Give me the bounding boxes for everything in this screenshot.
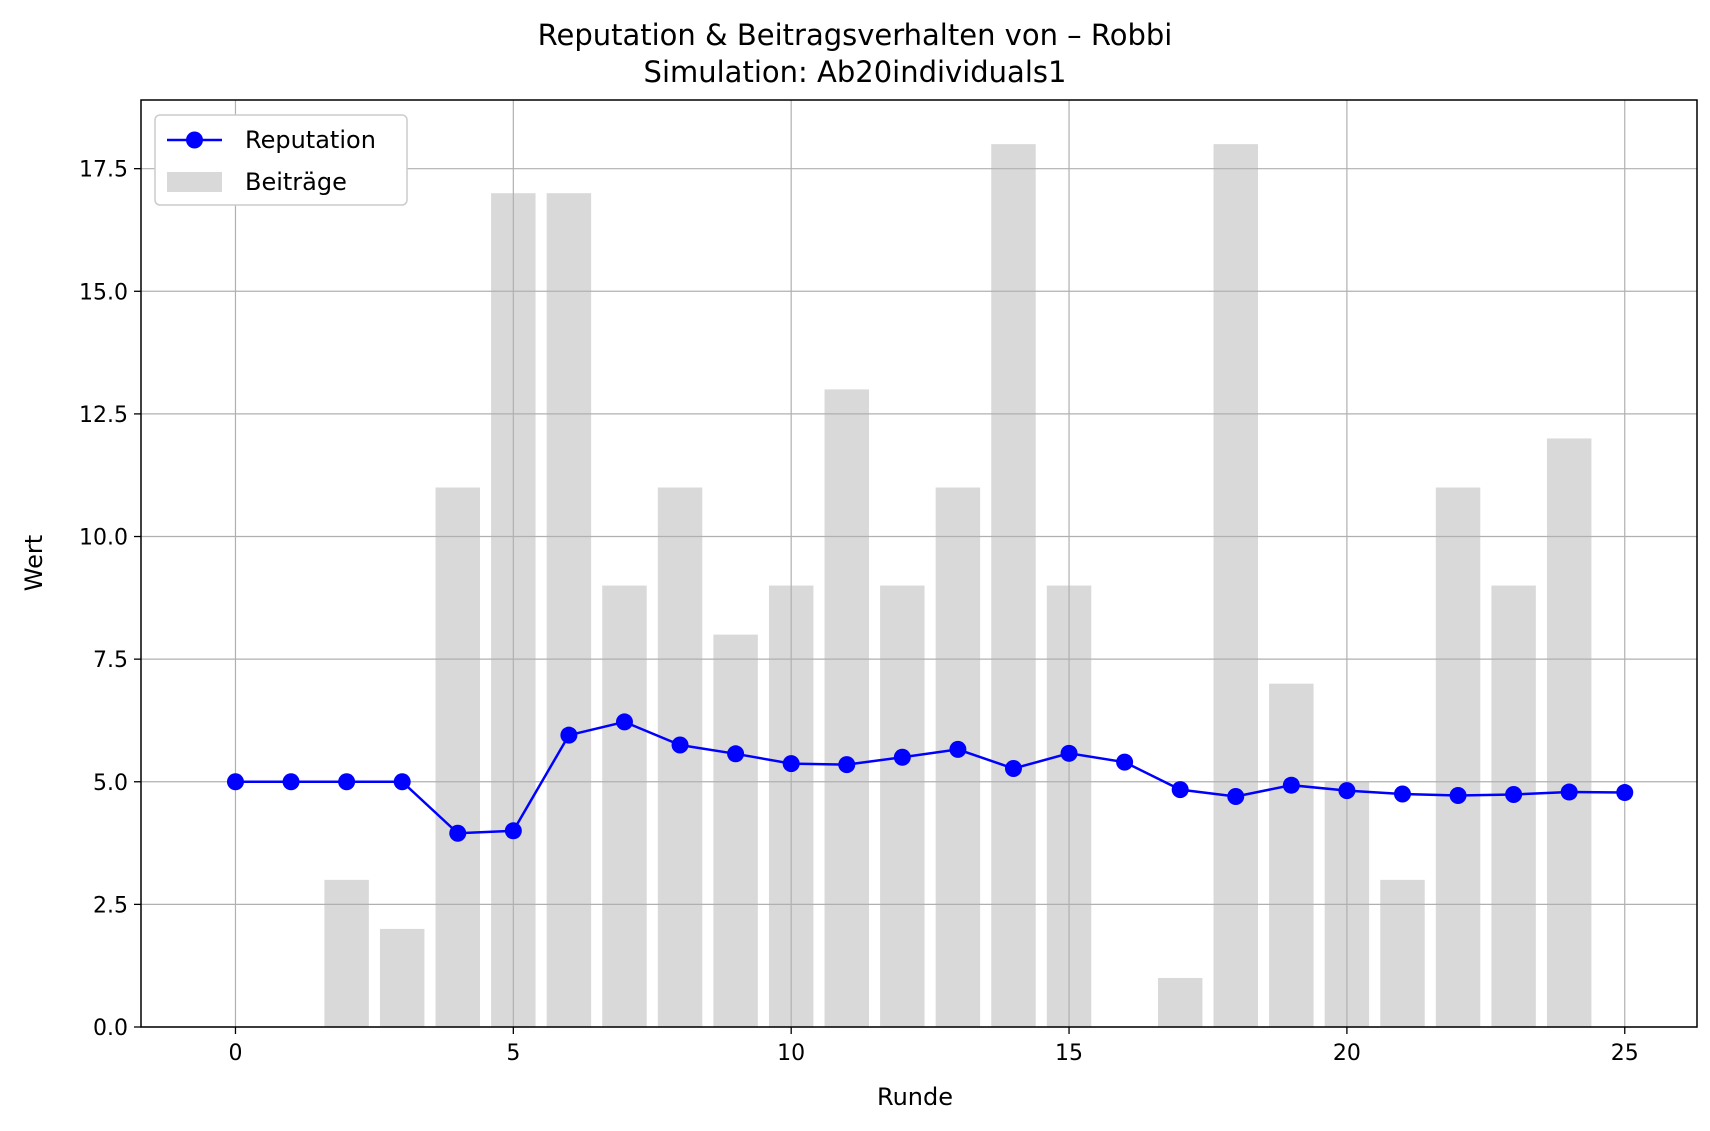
plot-area: 0 5 10 15 20 25 0.0 2.5 5.0 7.5 10.0 12.5 15.0 17.5 [79,99,1698,1066]
bar [1380,879,1425,1027]
y-tick-label: 7.5 [93,648,128,673]
reputation-point [1616,784,1634,802]
bar [1546,438,1592,1027]
bar [657,487,703,1027]
x-tick-label: 0 [228,1041,242,1066]
reputation-point [1004,760,1022,778]
reputation-line [235,720,1625,835]
bar [1435,487,1481,1027]
bar [546,193,592,1027]
x-axis-label: Runde [877,1083,953,1111]
legend-label-reputation: Reputation [245,126,376,154]
reputation-point [1060,744,1078,762]
bar [324,879,369,1027]
reputation-point [393,773,411,791]
y-tick-label: 0.0 [93,1016,128,1041]
bar [1157,977,1203,1027]
chart-subtitle: Simulation: Ab20individuals1 [644,55,1067,89]
bar [1491,585,1536,1027]
bar [1213,144,1258,1028]
bar [379,928,425,1027]
reputation-point [338,773,356,791]
y-tick-label: 12.5 [79,403,128,428]
reputation-point [1116,753,1134,771]
reputation-point [1282,776,1300,794]
bar [435,487,480,1027]
x-tick-label: 5 [506,1041,520,1066]
x-tick-label: 15 [1055,1041,1083,1066]
reputation-point [504,822,522,840]
reputation-point [1449,786,1467,804]
reputation-point [949,740,967,758]
reputation-point [893,748,911,766]
chart-title: Reputation & Beitragsverhalten von – Rob… [538,18,1173,52]
x-tick-label: 20 [1333,1041,1361,1066]
reputation-point [615,713,633,731]
reputation-point [727,745,745,763]
legend: Reputation Beiträge [154,114,408,206]
bar [713,634,758,1027]
bar [602,585,647,1027]
reputation-point [226,773,244,791]
legend-bar-swatch [167,172,222,192]
y-tick-label: 2.5 [93,893,128,918]
reputation-point [1505,786,1523,804]
legend-label-beitraege: Beiträge [245,168,347,196]
bar [880,585,925,1027]
y-tick-label: 15.0 [79,280,128,305]
axes-frame [140,99,1698,1028]
reputation-point [671,736,689,754]
reputation-point [1227,787,1245,805]
x-tick-label: 10 [777,1041,805,1066]
y-axis-label: Wert [20,535,48,591]
bar [1269,683,1314,1027]
y-tick-label: 5.0 [93,771,128,796]
reputation-point [838,756,856,774]
reputation-point [1171,781,1189,799]
bar [991,144,1036,1028]
bar [824,389,869,1027]
reputation-point [1393,785,1411,803]
y-tick-label: 10.0 [79,526,128,551]
reputation-point [1338,782,1356,800]
y-tick-label: 17.5 [79,158,128,183]
legend-marker-swatch [186,131,203,149]
reputation-point [560,726,578,744]
reputation-point [1560,783,1578,801]
reputation-point [782,755,800,773]
reputation-point [282,773,300,791]
reputation-point [449,824,467,842]
x-tick-label: 25 [1611,1041,1639,1066]
